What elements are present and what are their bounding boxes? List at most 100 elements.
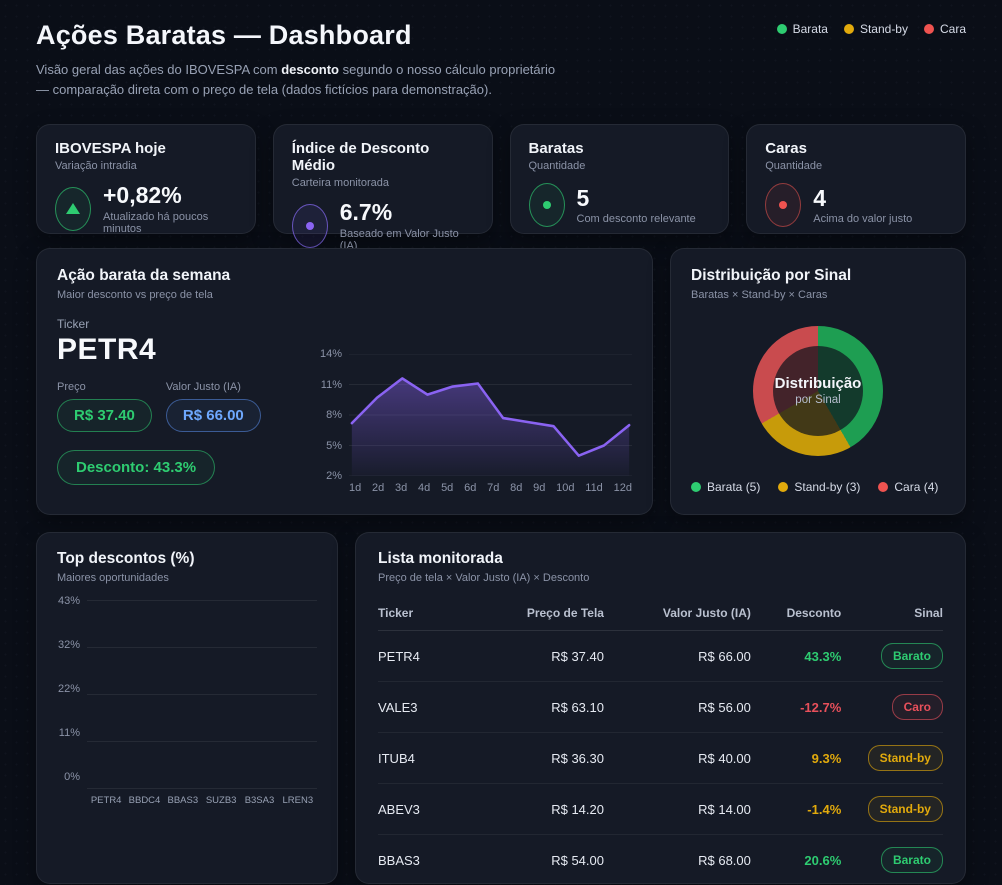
bar-chart-x-axis: PETR4 BBDC4 BBAS3 SUZB3 B3SA3 LREN3 bbox=[87, 795, 317, 806]
bar-chart-plot bbox=[87, 600, 317, 790]
y-tick-label: 22% bbox=[57, 683, 80, 696]
x-tick-label: 8d bbox=[510, 482, 523, 495]
featured-stock-card: Ação barata da semana Maior desconto vs … bbox=[36, 248, 653, 516]
cell-price: R$ 36.30 bbox=[551, 750, 604, 766]
col-desconto: Desconto bbox=[786, 606, 842, 621]
line-chart-x-axis: 1d 2d 3d 4d 5d 6d 7d 8d 9d 10d 11d 12d bbox=[349, 482, 632, 494]
cell-discount: 20.6% bbox=[804, 852, 842, 868]
y-tick-label: 11% bbox=[58, 727, 80, 740]
cell-fair-value: R$ 40.00 bbox=[698, 750, 751, 766]
y-tick-label: 11% bbox=[320, 378, 342, 391]
yellow-dot-icon bbox=[778, 482, 789, 493]
legend-item-cara[interactable]: Cara (4) bbox=[878, 480, 938, 494]
table-row-ABEV3: ABEV3 R$ 14.20 R$ 14.00 -1.4% Stand-by bbox=[378, 784, 943, 836]
legend-item-cara[interactable]: Cara bbox=[923, 22, 966, 36]
discount-pill: Desconto: 43.3% bbox=[57, 450, 216, 486]
legend-item-standby[interactable]: Stand-by bbox=[843, 22, 908, 36]
x-tick-label: 2d bbox=[372, 482, 385, 495]
dot-icon bbox=[528, 183, 565, 228]
cell-fair-value: R$ 68.00 bbox=[698, 852, 751, 868]
table-body: PETR4 R$ 37.40 R$ 66.00 43.3% Barato VALE3 R$ … bbox=[378, 631, 943, 883]
stat-card-baratas: Baratas Quantidade 5 Com desconto releva… bbox=[509, 124, 730, 235]
table-row-PETR4: PETR4 R$ 37.40 R$ 66.00 43.3% Barato bbox=[378, 631, 943, 683]
col-sinal: Sinal bbox=[914, 606, 943, 621]
y-tick-label: 0% bbox=[64, 771, 80, 784]
stat-title: Caras bbox=[765, 140, 807, 158]
cell-ticker: BBAS3 bbox=[378, 852, 420, 868]
watchlist-card: Lista monitorada Preço de tela × Valor J… bbox=[355, 532, 966, 885]
distribution-card: Distribuição por Sinal Baratas × Stand-b… bbox=[670, 248, 966, 516]
legend-item-barata[interactable]: Barata bbox=[776, 22, 828, 36]
x-tick-label: 9d bbox=[533, 482, 546, 495]
stat-card-ibovespa: IBOVESPA hoje Variação intradia +0,82% A… bbox=[36, 124, 256, 235]
cell-price: R$ 14.20 bbox=[551, 801, 604, 817]
fair-value-pill: R$ 66.00 bbox=[165, 399, 261, 433]
red-dot-icon bbox=[923, 24, 934, 34]
stat-value: +0,82% bbox=[103, 182, 182, 209]
stat-title: Baratas bbox=[528, 140, 584, 158]
ticker-value: PETR4 bbox=[57, 333, 157, 367]
signal-badge: Barato bbox=[880, 847, 943, 874]
signal-badge: Stand-by bbox=[867, 745, 943, 772]
legend-item-standby[interactable]: Stand-by (3) bbox=[778, 480, 860, 494]
y-tick-label: 5% bbox=[326, 439, 342, 452]
cell-discount: -12.7% bbox=[800, 699, 842, 715]
table-row-VALE3: VALE3 R$ 63.10 R$ 56.00 -12.7% Caro bbox=[378, 682, 943, 734]
card-title: Distribuição por Sinal bbox=[691, 267, 852, 285]
card-subtitle: Maiores oportunidades bbox=[57, 572, 169, 585]
red-dot-icon bbox=[878, 482, 889, 493]
bar-chart-y-axis: 43% 32% 22% 11% 0% bbox=[57, 595, 87, 788]
signal-badge: Caro bbox=[891, 694, 943, 721]
cell-price: R$ 37.40 bbox=[551, 648, 604, 664]
triangle-up-icon bbox=[55, 186, 91, 231]
table-row-ITUB4: ITUB4 R$ 36.30 R$ 40.00 9.3% Stand-by bbox=[378, 733, 943, 785]
card-title: Ação barata da semana bbox=[57, 267, 231, 285]
x-tick-label: 12d bbox=[613, 482, 632, 495]
legend-item-barata[interactable]: Barata (5) bbox=[691, 480, 760, 494]
col-ticker: Ticker bbox=[378, 606, 414, 621]
stat-title: IBOVESPA hoje bbox=[55, 140, 166, 158]
x-tick-label: 1d bbox=[349, 482, 362, 495]
donut-legend: Barata (5) Stand-by (3) Cara (4) bbox=[691, 480, 945, 496]
table-row-BBAS3: BBAS3 R$ 54.00 R$ 68.00 20.6% Barato bbox=[378, 835, 943, 883]
col-valor-justo: Valor Justo (IA) bbox=[662, 606, 751, 621]
card-subtitle: Preço de tela × Valor Justo (IA) × Desco… bbox=[378, 572, 590, 585]
cell-fair-value: R$ 56.00 bbox=[698, 699, 751, 715]
y-tick-label: 2% bbox=[326, 470, 342, 483]
x-tick-label: 4d bbox=[418, 482, 431, 495]
donut-center: Distribuição por Sinal bbox=[773, 345, 863, 436]
x-tick-label: B3SA3 bbox=[244, 795, 275, 807]
x-tick-label: PETR4 bbox=[90, 795, 122, 807]
stat-value: 6.7% bbox=[339, 199, 393, 226]
x-tick-label: 10d bbox=[556, 482, 575, 495]
gridline bbox=[87, 788, 317, 790]
cell-price: R$ 63.10 bbox=[551, 699, 604, 715]
stat-value: 4 bbox=[813, 184, 827, 211]
stat-caption: Com desconto relevante bbox=[576, 212, 696, 225]
price-pill: R$ 37.40 bbox=[57, 399, 152, 433]
x-tick-label: 7d bbox=[487, 482, 500, 495]
line-chart-y-axis: 14% 11% 8% 5% 2% bbox=[319, 348, 349, 482]
card-title: Lista monitorada bbox=[378, 550, 503, 568]
stat-subtitle: Quantidade bbox=[528, 160, 586, 173]
x-tick-label: 11d bbox=[585, 482, 603, 495]
card-title: Top descontos (%) bbox=[57, 550, 195, 568]
x-tick-label: 6d bbox=[464, 482, 477, 495]
y-tick-label: 14% bbox=[319, 348, 342, 361]
stat-subtitle: Quantidade bbox=[765, 160, 823, 173]
signal-badge: Barato bbox=[880, 643, 943, 670]
x-tick-label: BBAS3 bbox=[167, 795, 199, 807]
green-dot-icon bbox=[776, 24, 787, 34]
card-subtitle: Maior desconto vs preço de tela bbox=[57, 289, 213, 302]
cell-discount: 9.3% bbox=[811, 750, 842, 766]
card-subtitle: Baratas × Stand-by × Caras bbox=[691, 289, 828, 302]
line-chart-plot bbox=[349, 354, 632, 477]
stat-card-desconto-medio: Índice de Desconto Médio Carteira monito… bbox=[272, 124, 493, 252]
gridline bbox=[87, 647, 317, 649]
stats-row: IBOVESPA hoje Variação intradia +0,82% A… bbox=[36, 124, 966, 252]
signal-legend: Barata Stand-by Cara bbox=[776, 22, 966, 36]
table-header: Ticker Preço de Tela Valor Justo (IA) De… bbox=[378, 598, 943, 632]
y-tick-label: 43% bbox=[57, 595, 80, 608]
cell-discount: -1.4% bbox=[807, 801, 842, 817]
